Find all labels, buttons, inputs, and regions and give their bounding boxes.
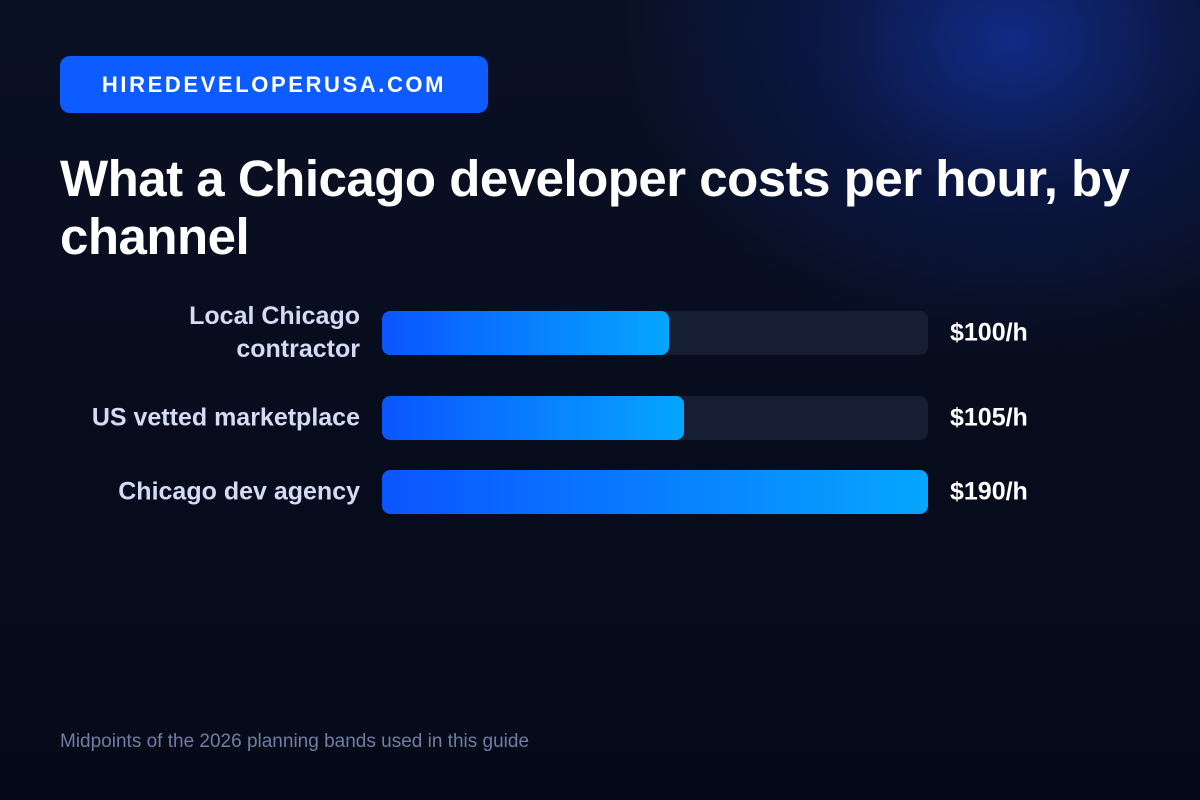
bar-category-label: Chicago dev agency [118,477,360,506]
bar-category-label: US vetted marketplace [91,403,360,432]
bar [382,470,928,514]
chart-title: What a Chicago developer costs per hour,… [60,150,1130,265]
brand-label: HIREDEVELOPERUSA.COM [101,71,447,97]
bar-track [382,470,928,514]
bar-value-label: $190/h [950,477,1028,506]
bar-row: Local Chicago contractor $100/h [0,302,1200,363]
bar-track [382,396,928,440]
footnote: Midpoints of the 2026 planning bands use… [60,731,530,752]
bar-value-label: $105/h [950,403,1028,432]
brand-badge[interactable]: HIREDEVELOPERUSA.COM [60,56,488,113]
bar [382,396,684,440]
bar-value-label: $100/h [950,318,1028,347]
bar-row: US vetted marketplace $105/h [0,396,1200,440]
bar-track [382,311,928,355]
bar-category-label: Local Chicago contractor [189,302,360,363]
bar-row: Chicago dev agency $190/h [0,470,1200,514]
bar [382,311,669,355]
